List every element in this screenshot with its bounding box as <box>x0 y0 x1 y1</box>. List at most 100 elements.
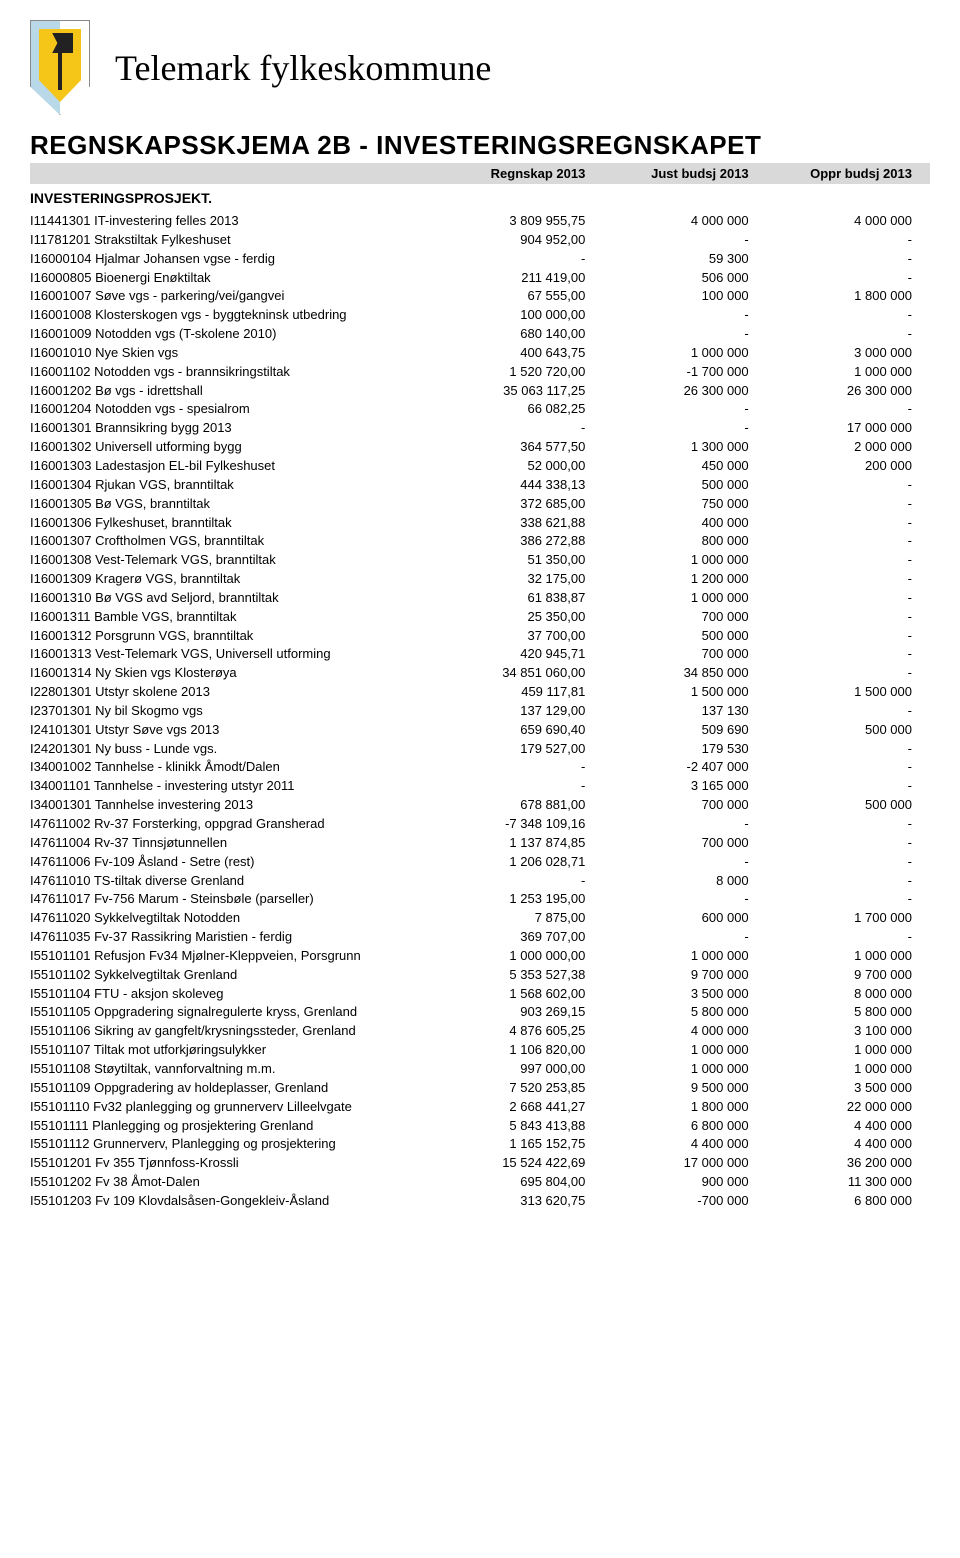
table-row: I47611010 TS-tiltak diverse Grenland-8 0… <box>30 872 930 891</box>
table-row: I23701301 Ny bil Skogmo vgs137 129,00137… <box>30 702 930 721</box>
row-regnskap: - <box>440 872 603 891</box>
row-regnskap: 35 063 117,25 <box>440 382 603 401</box>
table-row: I47611020 Sykkelvegtiltak Notodden7 875,… <box>30 909 930 928</box>
row-just-budsj: - <box>603 306 766 325</box>
row-oppr-budsj: 1 700 000 <box>767 909 930 928</box>
row-regnskap: 66 082,25 <box>440 400 603 419</box>
row-label: I16001202 Bø vgs - idrettshall <box>30 382 440 401</box>
row-just-budsj: - <box>603 815 766 834</box>
table-row: I55101105 Oppgradering signalregulerte k… <box>30 1003 930 1022</box>
row-label: I16001311 Bamble VGS, branntiltak <box>30 608 440 627</box>
table-row: I55101110 Fv32 planlegging og grunnerver… <box>30 1098 930 1117</box>
table-row: I55101101 Refusjon Fv34 Mjølner-Kleppvei… <box>30 947 930 966</box>
row-just-budsj: 26 300 000 <box>603 382 766 401</box>
row-regnskap: 1 106 820,00 <box>440 1041 603 1060</box>
row-just-budsj: - <box>603 400 766 419</box>
table-row: I55101201 Fv 355 Tjønnfoss-Krossli15 524… <box>30 1154 930 1173</box>
table-row: I24101301 Utstyr Søve vgs 2013659 690,40… <box>30 721 930 740</box>
table-row: I16001303 Ladestasjon EL-bil Fylkeshuset… <box>30 457 930 476</box>
column-header-regnskap: Regnskap 2013 <box>440 166 603 181</box>
row-regnskap: 7 520 253,85 <box>440 1079 603 1098</box>
row-just-budsj: 59 300 <box>603 250 766 269</box>
row-label: I55101101 Refusjon Fv34 Mjølner-Kleppvei… <box>30 947 440 966</box>
row-regnskap: 52 000,00 <box>440 457 603 476</box>
table-row: I55101203 Fv 109 Klovdalsåsen-Gongekleiv… <box>30 1192 930 1211</box>
row-regnskap: - <box>440 758 603 777</box>
row-oppr-budsj: - <box>767 495 930 514</box>
row-label: I55101111 Planlegging og prosjektering G… <box>30 1117 440 1136</box>
row-label: I16001302 Universell utforming bygg <box>30 438 440 457</box>
column-header-oppr-budsj: Oppr budsj 2013 <box>767 166 930 181</box>
table-row: I55101202 Fv 38 Åmot-Dalen695 804,00900 … <box>30 1173 930 1192</box>
row-regnskap: 444 338,13 <box>440 476 603 495</box>
row-label: I16001314 Ny Skien vgs Klosterøya <box>30 664 440 683</box>
row-just-budsj: - <box>603 231 766 250</box>
row-just-budsj: 1 200 000 <box>603 570 766 589</box>
row-oppr-budsj: 500 000 <box>767 796 930 815</box>
row-regnskap: 1 253 195,00 <box>440 890 603 909</box>
table-row: I16000805 Bioenergi Enøktiltak211 419,00… <box>30 269 930 288</box>
county-shield-logo <box>30 20 90 115</box>
row-just-budsj: 1 000 000 <box>603 344 766 363</box>
row-oppr-budsj: - <box>767 853 930 872</box>
row-oppr-budsj: - <box>767 664 930 683</box>
row-just-budsj: 9 500 000 <box>603 1079 766 1098</box>
table-row: I55101108 Støytiltak, vannforvaltning m.… <box>30 1060 930 1079</box>
row-oppr-budsj: 11 300 000 <box>767 1173 930 1192</box>
row-just-budsj: 179 530 <box>603 740 766 759</box>
row-label: I55101110 Fv32 planlegging og grunnerver… <box>30 1098 440 1117</box>
schema-title: REGNSKAPSSKJEMA 2B - INVESTERINGSREGNSKA… <box>30 130 930 161</box>
row-regnskap: 904 952,00 <box>440 231 603 250</box>
row-label: I55101102 Sykkelvegtiltak Grenland <box>30 966 440 985</box>
row-label: I16001305 Bø VGS, branntiltak <box>30 495 440 514</box>
row-regnskap: 7 875,00 <box>440 909 603 928</box>
row-just-budsj: 4 000 000 <box>603 1022 766 1041</box>
row-oppr-budsj: 500 000 <box>767 721 930 740</box>
row-label: I16001204 Notodden vgs - spesialrom <box>30 400 440 419</box>
row-label: I55101203 Fv 109 Klovdalsåsen-Gongekleiv… <box>30 1192 440 1211</box>
row-regnskap: 211 419,00 <box>440 269 603 288</box>
row-just-budsj: 600 000 <box>603 909 766 928</box>
row-regnskap: 51 350,00 <box>440 551 603 570</box>
row-just-budsj: 800 000 <box>603 532 766 551</box>
column-header-spacer <box>30 166 440 181</box>
row-oppr-budsj: - <box>767 514 930 533</box>
row-regnskap: 1 000 000,00 <box>440 947 603 966</box>
row-regnskap: 25 350,00 <box>440 608 603 627</box>
row-regnskap: 5 353 527,38 <box>440 966 603 985</box>
row-regnskap: - <box>440 777 603 796</box>
row-regnskap: - <box>440 419 603 438</box>
row-oppr-budsj: - <box>767 834 930 853</box>
row-just-budsj: 3 500 000 <box>603 985 766 1004</box>
row-regnskap: 1 520 720,00 <box>440 363 603 382</box>
row-oppr-budsj: 26 300 000 <box>767 382 930 401</box>
row-regnskap: 34 851 060,00 <box>440 664 603 683</box>
row-oppr-budsj: 8 000 000 <box>767 985 930 1004</box>
row-regnskap: 313 620,75 <box>440 1192 603 1211</box>
row-oppr-budsj: 1 000 000 <box>767 947 930 966</box>
row-regnskap: 3 809 955,75 <box>440 212 603 231</box>
row-label: I47611006 Fv-109 Åsland - Setre (rest) <box>30 853 440 872</box>
row-oppr-budsj: - <box>767 890 930 909</box>
table-row: I16001007 Søve vgs - parkering/vei/gangv… <box>30 287 930 306</box>
row-just-budsj: 6 800 000 <box>603 1117 766 1136</box>
row-oppr-budsj: 6 800 000 <box>767 1192 930 1211</box>
row-oppr-budsj: 200 000 <box>767 457 930 476</box>
shield-axe-handle-icon <box>58 35 62 90</box>
row-just-budsj: 1 000 000 <box>603 947 766 966</box>
row-regnskap: 1 568 602,00 <box>440 985 603 1004</box>
row-just-budsj: 700 000 <box>603 796 766 815</box>
row-regnskap: 61 838,87 <box>440 589 603 608</box>
row-label: I16001102 Notodden vgs - brannsikringsti… <box>30 363 440 382</box>
row-label: I16001010 Nye Skien vgs <box>30 344 440 363</box>
row-just-budsj: 8 000 <box>603 872 766 891</box>
row-label: I16001308 Vest-Telemark VGS, branntiltak <box>30 551 440 570</box>
organization-title: Telemark fylkeskommune <box>115 47 491 89</box>
table-row: I16001311 Bamble VGS, branntiltak25 350,… <box>30 608 930 627</box>
row-label: I55101202 Fv 38 Åmot-Dalen <box>30 1173 440 1192</box>
table-row: I16001308 Vest-Telemark VGS, branntiltak… <box>30 551 930 570</box>
table-row: I16000104 Hjalmar Johansen vgse - ferdig… <box>30 250 930 269</box>
row-oppr-budsj: - <box>767 627 930 646</box>
row-label: I55101107 Tiltak mot utforkjøringsulykke… <box>30 1041 440 1060</box>
row-just-budsj: 34 850 000 <box>603 664 766 683</box>
